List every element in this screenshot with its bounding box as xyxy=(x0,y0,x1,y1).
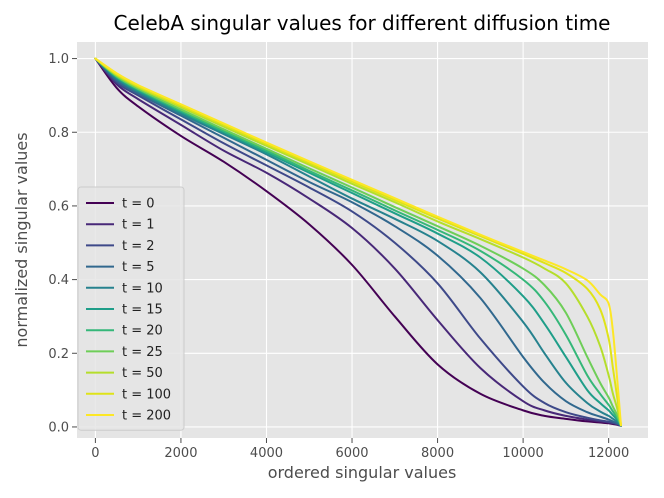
y-tick-label: 0.6 xyxy=(48,199,69,214)
x-tick-label: 12000 xyxy=(588,446,629,461)
y-tick-label: 0.4 xyxy=(48,273,69,288)
x-tick-label: 2000 xyxy=(164,446,197,461)
x-axis-label: ordered singular values xyxy=(268,463,457,482)
legend-label: t = 15 xyxy=(122,303,163,318)
x-tick-label: 10000 xyxy=(502,446,543,461)
legend-label: t = 5 xyxy=(122,260,155,275)
legend-label: t = 25 xyxy=(122,345,163,360)
legend-label: t = 0 xyxy=(122,197,155,212)
legend-label: t = 100 xyxy=(122,387,171,402)
legend-label: t = 50 xyxy=(122,366,163,381)
y-tick-label: 0.8 xyxy=(48,126,69,141)
x-tick-label: 6000 xyxy=(335,446,368,461)
legend-label: t = 2 xyxy=(122,239,155,254)
y-tick-label: 0.2 xyxy=(48,347,69,362)
chart-title: CelebA singular values for different dif… xyxy=(114,11,611,35)
y-axis-label: normalized singular values xyxy=(12,132,31,347)
legend-label: t = 1 xyxy=(122,218,155,233)
y-tick-label: 0.0 xyxy=(48,420,69,435)
legend-label: t = 10 xyxy=(122,281,163,296)
x-tick-label: 8000 xyxy=(421,446,454,461)
chart: 0 2000 4000 6000 8000 10000 12000 0.0 0.2 0.4 0.6 0… xyxy=(0,0,664,498)
legend: t = 0 t = 1 t = 2 t = 5 t = 10 t = 15 t = 20 t … xyxy=(78,187,184,430)
x-tick-label: 4000 xyxy=(250,446,283,461)
x-tick-label: 0 xyxy=(91,446,99,461)
legend-label: t = 20 xyxy=(122,324,163,339)
legend-label: t = 200 xyxy=(122,409,171,424)
y-tick-label: 1.0 xyxy=(48,52,69,67)
